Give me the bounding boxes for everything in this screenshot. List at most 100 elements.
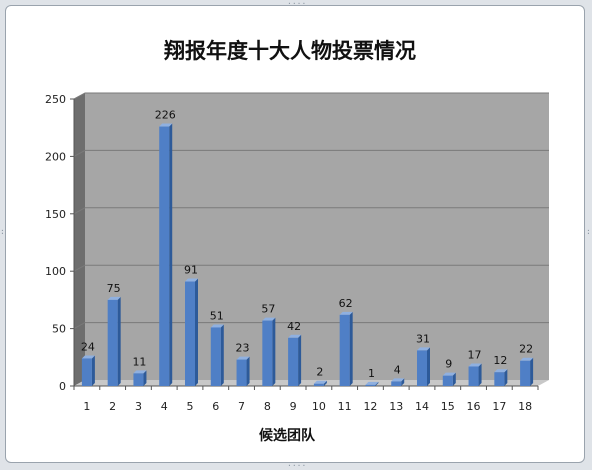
- bar-top: [468, 363, 482, 367]
- x-tick-label: 3: [135, 400, 142, 413]
- x-axis-label: 候选团队: [259, 427, 316, 444]
- bar-side: [349, 311, 353, 386]
- bar-top: [313, 380, 327, 384]
- x-tick-label: 13: [389, 400, 403, 413]
- bar-top: [339, 311, 353, 315]
- x-tick-label: 15: [441, 400, 455, 413]
- bar-top: [520, 357, 534, 361]
- data-label: 11: [132, 355, 146, 368]
- gridline: [73, 207, 549, 215]
- bar-side: [246, 356, 250, 386]
- bar-side: [427, 347, 430, 386]
- bar-top: [365, 381, 379, 385]
- x-tick-label: 18: [518, 400, 532, 413]
- x-tick-label: 5: [187, 400, 194, 413]
- data-label: 17: [468, 348, 482, 361]
- data-label: 62: [339, 297, 353, 310]
- x-tick-label: 12: [363, 400, 377, 413]
- bar-top: [210, 324, 224, 328]
- plot-back-wall: [85, 93, 549, 380]
- bar-top: [185, 278, 198, 282]
- resize-handle-bottom[interactable]: ····: [287, 461, 307, 470]
- y-tick-label: 200: [45, 150, 66, 163]
- bar-side: [169, 123, 173, 386]
- bar: [210, 327, 221, 386]
- data-label: 51: [210, 309, 224, 322]
- bar: [107, 299, 118, 386]
- bar: [391, 381, 402, 386]
- bar: [288, 337, 299, 386]
- x-tick-label: 9: [290, 400, 297, 413]
- data-label: 91: [184, 264, 198, 277]
- gridline: [73, 92, 549, 100]
- bar-side: [401, 378, 405, 386]
- data-label: 12: [493, 354, 507, 367]
- x-tick-label: 16: [467, 400, 481, 413]
- y-tick-label: 50: [52, 323, 66, 336]
- bar-top: [159, 123, 173, 127]
- resize-handle-left[interactable]: :: [0, 227, 5, 236]
- gridline: [73, 264, 549, 272]
- y-tick-label: 250: [45, 93, 66, 106]
- bar: [442, 375, 453, 386]
- resize-handle-top[interactable]: ····: [287, 0, 307, 8]
- bar-top: [288, 334, 302, 338]
- bar-side: [375, 381, 379, 386]
- bar-side: [220, 324, 224, 386]
- bar-top: [494, 369, 508, 373]
- bar: [185, 281, 195, 386]
- bar: [313, 383, 324, 386]
- data-label: 2: [316, 366, 323, 379]
- bar: [468, 366, 479, 386]
- y-tick-label: 0: [59, 380, 66, 393]
- x-tick-label: 11: [338, 400, 352, 413]
- bar-side: [272, 317, 276, 386]
- bar: [417, 350, 427, 386]
- data-label: 9: [445, 358, 452, 371]
- bar: [520, 360, 531, 386]
- x-tick-label: 8: [264, 400, 271, 413]
- bar-side: [504, 369, 508, 386]
- bar-side: [91, 355, 95, 386]
- data-label: 57: [261, 303, 275, 316]
- data-label: 24: [81, 340, 95, 353]
- bar: [262, 320, 273, 386]
- bar-side: [117, 296, 121, 386]
- x-tick-label: 10: [312, 400, 326, 413]
- resize-handle-right[interactable]: :: [586, 227, 591, 236]
- bar-side: [530, 357, 534, 386]
- x-tick-label: 2: [109, 400, 116, 413]
- data-label: 31: [416, 332, 430, 345]
- bar-top: [262, 317, 276, 321]
- bar-top: [81, 355, 95, 359]
- bar: [365, 384, 376, 386]
- data-label: 4: [394, 363, 401, 376]
- gridline: [73, 322, 549, 330]
- plot-area: 0501001502002502417521132264915516237578…: [45, 92, 549, 413]
- bar: [159, 126, 170, 386]
- bar: [133, 373, 144, 386]
- bar-top: [107, 296, 121, 300]
- bar-top: [417, 347, 430, 351]
- bar-side: [143, 370, 147, 386]
- bar-top: [236, 356, 250, 360]
- data-label: 1: [368, 367, 375, 380]
- x-tick-label: 6: [212, 400, 219, 413]
- plot-side-wall: [74, 93, 85, 386]
- bar: [81, 358, 92, 386]
- data-label: 23: [236, 342, 250, 355]
- x-tick-label: 7: [238, 400, 245, 413]
- chart-title: 翔报年度十大人物投票情况: [164, 38, 416, 63]
- bar-top: [391, 378, 405, 382]
- y-tick-label: 150: [45, 208, 66, 221]
- bar: [236, 359, 247, 386]
- bar-side: [323, 380, 327, 386]
- data-label: 75: [107, 282, 121, 295]
- y-tick-label: 100: [45, 265, 66, 278]
- gridline: [73, 149, 549, 157]
- bar-side: [195, 278, 198, 386]
- bar-side: [478, 363, 482, 386]
- x-tick-label: 17: [492, 400, 506, 413]
